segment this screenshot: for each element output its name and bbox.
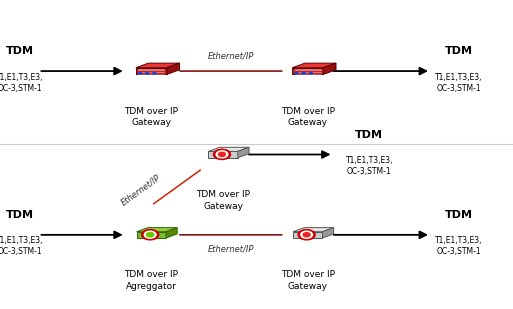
Text: T1,E1,T3,E3,
OC-3,STM-1: T1,E1,T3,E3, OC-3,STM-1: [346, 156, 393, 176]
Circle shape: [298, 230, 315, 240]
Text: T1,E1,T3,E3,
OC-3,STM-1: T1,E1,T3,E3, OC-3,STM-1: [436, 236, 483, 256]
Text: T1,E1,T3,E3,
OC-3,STM-1: T1,E1,T3,E3, OC-3,STM-1: [0, 73, 43, 93]
Polygon shape: [293, 232, 323, 238]
Text: TDM over IP
Agreggator: TDM over IP Agreggator: [124, 270, 179, 291]
Circle shape: [144, 231, 156, 238]
Polygon shape: [293, 228, 333, 232]
Circle shape: [303, 233, 310, 237]
Polygon shape: [292, 63, 336, 68]
Polygon shape: [238, 147, 249, 158]
Polygon shape: [166, 228, 177, 238]
Polygon shape: [167, 63, 180, 74]
Circle shape: [219, 152, 225, 156]
Circle shape: [142, 230, 159, 240]
Circle shape: [146, 72, 149, 74]
Text: Ethernet/IP: Ethernet/IP: [208, 51, 254, 60]
Text: TDM: TDM: [356, 130, 383, 140]
Polygon shape: [208, 151, 238, 158]
Polygon shape: [208, 147, 249, 151]
Circle shape: [139, 72, 142, 74]
Polygon shape: [136, 63, 180, 68]
Text: T1,E1,T3,E3,
OC-3,STM-1: T1,E1,T3,E3, OC-3,STM-1: [0, 236, 43, 256]
Circle shape: [309, 72, 312, 74]
Text: Ethernet/IP: Ethernet/IP: [208, 244, 254, 253]
Text: T1,E1,T3,E3,
OC-3,STM-1: T1,E1,T3,E3, OC-3,STM-1: [436, 73, 483, 93]
Circle shape: [302, 72, 305, 74]
Circle shape: [216, 151, 228, 158]
Polygon shape: [323, 63, 336, 74]
Circle shape: [295, 72, 298, 74]
Text: TDM: TDM: [445, 46, 473, 56]
Polygon shape: [136, 228, 177, 232]
Polygon shape: [136, 68, 167, 74]
Polygon shape: [136, 232, 166, 238]
Text: TDM over IP
Gateway: TDM over IP Gateway: [196, 190, 250, 211]
Text: TDM: TDM: [445, 210, 473, 220]
Text: TDM: TDM: [6, 46, 33, 56]
Polygon shape: [292, 68, 323, 74]
Circle shape: [153, 72, 156, 74]
Text: TDM over IP
Gateway: TDM over IP Gateway: [124, 107, 179, 127]
Circle shape: [146, 232, 154, 237]
Text: TDM over IP
Gateway: TDM over IP Gateway: [281, 270, 335, 291]
Circle shape: [301, 231, 312, 238]
Polygon shape: [323, 228, 333, 238]
Text: TDM over IP
Gateway: TDM over IP Gateway: [281, 107, 335, 127]
Text: TDM: TDM: [6, 210, 33, 220]
Text: Ethernet/IP: Ethernet/IP: [120, 173, 163, 207]
Circle shape: [213, 149, 230, 159]
